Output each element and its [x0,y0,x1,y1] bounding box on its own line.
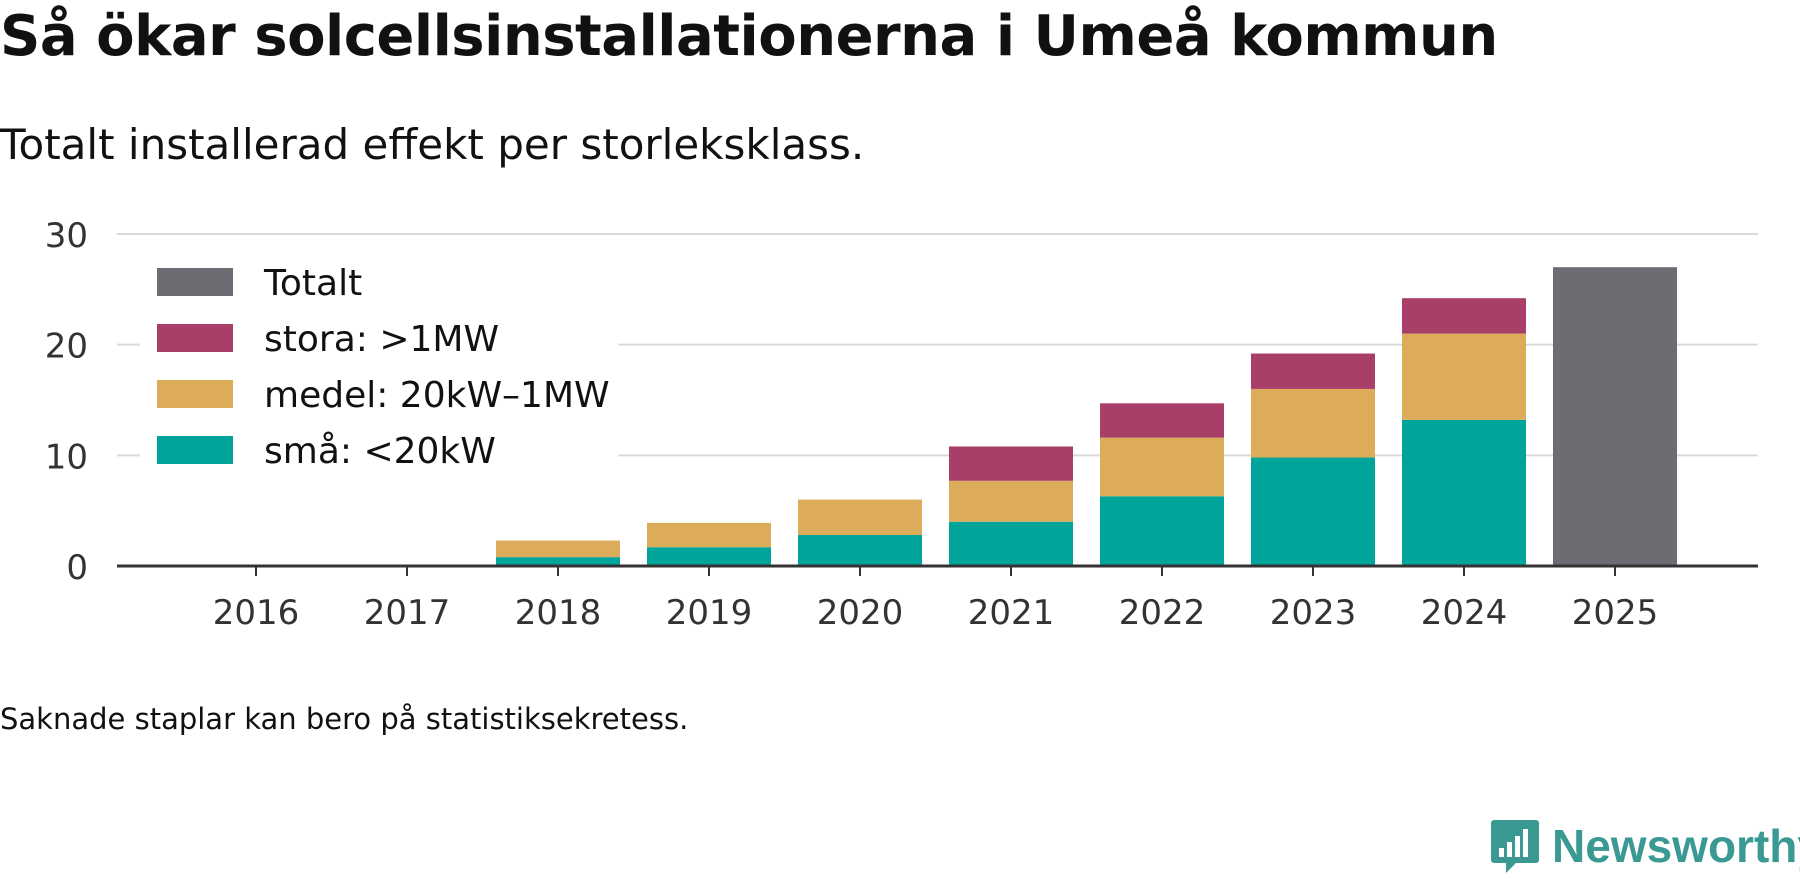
legend-swatch-stora [157,324,233,352]
x-tick-label: 2017 [364,593,451,633]
legend-swatch-totalt [157,268,233,296]
bar-medel-2021 [949,480,1073,522]
bar-sma-2020 [798,535,922,566]
y-tick-label: 10 [45,437,88,477]
brand-name: Newsworthy [1552,820,1800,872]
y-tick-label: 20 [45,327,88,367]
chart-subtitle: Totalt installerad effekt per storlekskl… [0,120,865,169]
bar-medel-2019 [647,522,771,548]
y-tick-label: 0 [66,548,88,588]
legend-swatch-medel [157,380,233,408]
brand-logo: Newsworthy [1490,818,1800,874]
bar-medel-2024 [1402,333,1526,420]
bar-stora-2021 [949,446,1073,481]
legend-label-sma: små: <20kW [264,431,496,472]
chart-title: Så ökar solcellsinstallationerna i Umeå … [0,4,1498,69]
bar-chart: 0 10 20 30 2016 2017 2018 2019 2020 2021 2022 2023 2… [45,216,1758,633]
y-tick-label: 30 [45,216,88,256]
x-tick-label: 2019 [666,593,753,633]
bar-medel-2022 [1100,437,1224,497]
bar-medel-2023 [1251,388,1375,458]
bar-sma-2019 [647,547,771,566]
x-tick-label: 2020 [817,593,904,633]
legend-label-stora: stora: >1MW [264,319,499,360]
axes: 0 10 20 30 2016 2017 2018 2019 2020 2021 2022 2023 2… [45,216,1758,633]
x-tick-label: 2023 [1270,593,1357,633]
bar-stora-2023 [1251,353,1375,389]
bar-sma-2022 [1100,496,1224,566]
x-tick-label: 2018 [515,593,602,633]
bar-totalt-2025 [1553,267,1677,566]
x-tick-label: 2024 [1421,593,1508,633]
legend-swatch-sma [157,436,233,464]
x-tick-label: 2025 [1572,593,1659,633]
bar-sma-2021 [949,521,1073,566]
bar-sma-2024 [1402,419,1526,566]
bar-medel-2020 [798,499,922,536]
legend-label-totalt: Totalt [263,263,362,304]
legend: Totalt stora: >1MW medel: 20kW–1MW små: <20… [140,248,618,480]
legend-label-medel: medel: 20kW–1MW [264,375,610,416]
bar-medel-2018 [496,540,620,558]
x-tick-label: 2016 [213,593,300,633]
bar-sma-2018 [496,557,620,566]
footnote: Saknade staplar kan bero på statistiksek… [0,702,689,736]
x-tick-label: 2021 [968,593,1055,633]
bar-sma-2023 [1251,457,1375,566]
bars [496,267,1677,566]
bar-stora-2024 [1402,298,1526,334]
newsworthy-logo-icon [1491,820,1539,873]
x-tick-label: 2022 [1119,593,1206,633]
bar-stora-2022 [1100,403,1224,438]
